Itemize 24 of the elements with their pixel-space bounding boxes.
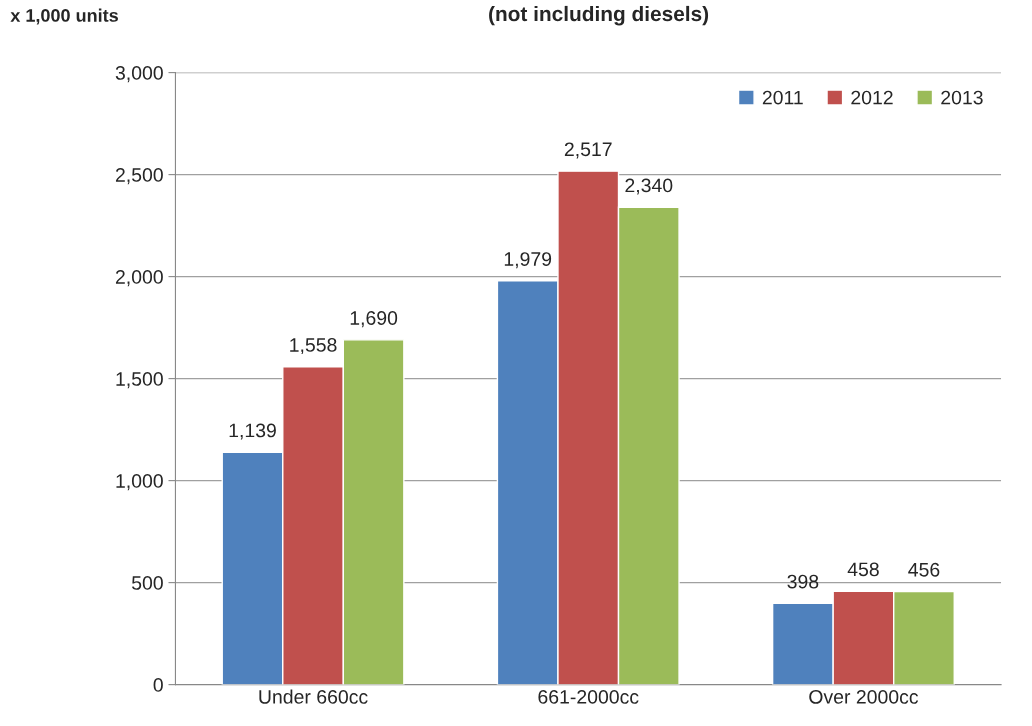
data-label: 2,340 xyxy=(625,178,673,195)
y-tick-label: 1,500 xyxy=(116,372,163,389)
y-tick-label: 2,500 xyxy=(115,168,163,185)
data-label: 398 xyxy=(787,574,819,589)
data-label: 1,139 xyxy=(229,423,276,440)
data-label: 1,979 xyxy=(504,252,552,269)
legend-label: 2012 xyxy=(851,90,893,105)
y-axis-title: x 1,000 units xyxy=(10,8,118,25)
legend-label: 2011 xyxy=(762,90,803,105)
data-label: 2,517 xyxy=(564,142,612,159)
y-tick-label: 2,000 xyxy=(115,270,163,287)
x-tick-label: 661-2000cc xyxy=(538,689,639,704)
y-tick-label: 500 xyxy=(131,576,163,590)
x-tick-label: Over 2000cc xyxy=(809,689,919,704)
data-label: 456 xyxy=(908,562,940,577)
y-tick-label: 1,000 xyxy=(116,474,163,491)
chart-title: (not including diesels) xyxy=(489,5,709,26)
data-label: 458 xyxy=(847,562,879,577)
y-tick-label: 0 xyxy=(153,678,163,692)
data-label: 1,558 xyxy=(290,338,337,355)
y-tick-label: 3,000 xyxy=(115,66,163,83)
x-tick-label: Under 660cc xyxy=(259,689,368,704)
legend-label: 2013 xyxy=(941,90,983,105)
data-label: 1,690 xyxy=(350,311,398,328)
